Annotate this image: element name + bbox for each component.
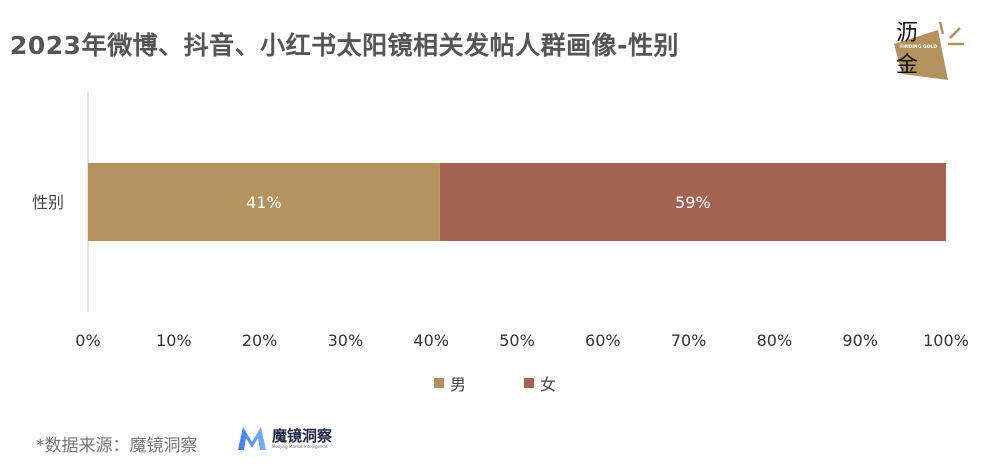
bar-segment-male (88, 163, 440, 241)
x-tick-label: 80% (757, 331, 793, 350)
chart-title: 2023年微博、抖音、小红书太阳镜相关发帖人群画像-性别 (10, 31, 679, 60)
data-label: 41% (246, 193, 282, 212)
source-note: *数据来源：魔镜洞察 (36, 436, 198, 456)
moojing-logo: 魔镜洞察 Moojing Market Intelligence (236, 424, 332, 452)
x-tick-label: 70% (671, 331, 707, 350)
finding-gold-logo: 沥 金 FINDING GOLD (894, 21, 964, 80)
moojing-m-icon (238, 427, 266, 450)
svg-text:金: 金 (896, 53, 918, 78)
x-tick-label: 40% (413, 331, 449, 350)
legend-label: 女 (540, 375, 556, 394)
x-tick-label: 60% (585, 331, 621, 350)
x-tick-label: 50% (499, 331, 535, 350)
x-tick-label: 30% (328, 331, 364, 350)
category-label: 性别 (32, 193, 64, 212)
legend-label: 男 (450, 375, 466, 394)
x-tick-label: 10% (156, 331, 192, 350)
data-label: 59% (675, 193, 711, 212)
x-tick-label: 100% (923, 331, 969, 350)
bar-segment-female (439, 163, 946, 241)
legend-swatch (524, 378, 534, 388)
moojing-logo-text: 魔镜洞察 (272, 426, 333, 445)
x-tick-label: 90% (842, 331, 878, 350)
x-tick-label: 20% (242, 331, 278, 350)
svg-text:沥: 沥 (896, 21, 918, 46)
legend-swatch (434, 378, 444, 388)
moojing-logo-sub: Moojing Market Intelligence (272, 443, 328, 449)
x-tick-label: 0% (75, 331, 100, 350)
svg-text:FINDING GOLD: FINDING GOLD (900, 44, 937, 50)
